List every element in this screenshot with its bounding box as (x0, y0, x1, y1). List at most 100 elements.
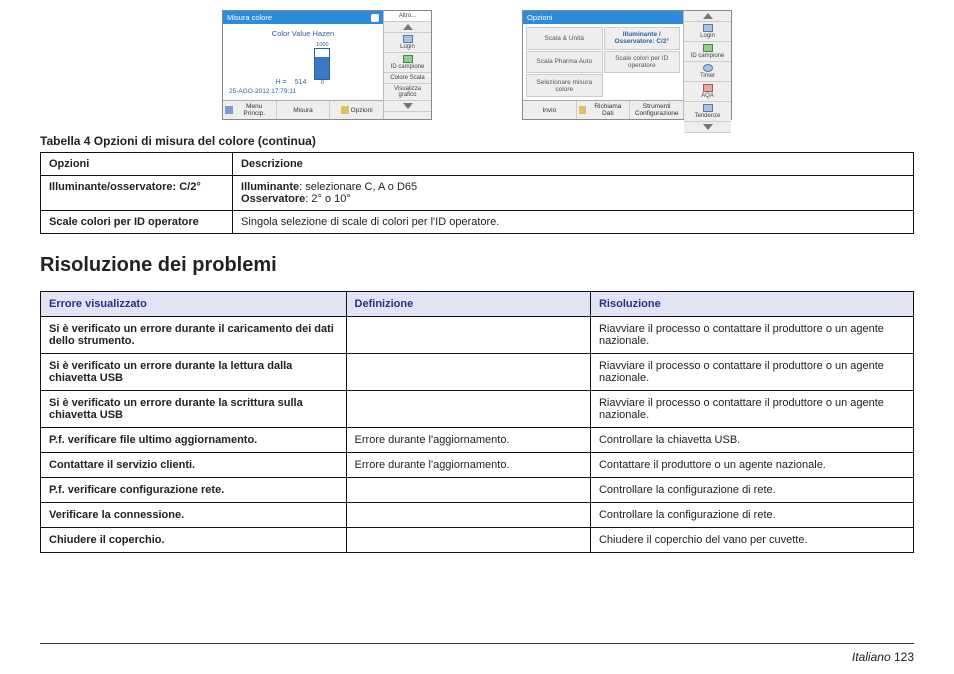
ts-header-definizione: Definizione (346, 292, 590, 317)
folder-icon (579, 106, 587, 114)
user-icon (703, 24, 713, 32)
troubleshoot-table: Errore visualizzato Definizione Risoluzi… (40, 291, 914, 553)
ts-resolution: Riavviare il processo o contattare il pr… (590, 354, 913, 391)
ts-definition (346, 478, 590, 503)
arrow-down-button[interactable] (684, 122, 731, 133)
ts-error: Chiudere il coperchio. (41, 528, 347, 553)
trend-icon (703, 104, 713, 112)
chart-area: Color Value Hazen H = 514 1000 0 (227, 28, 379, 87)
h-label: H = (276, 79, 287, 86)
help-icon (371, 14, 379, 22)
opt-label: Scale colori per ID operatore (49, 216, 199, 228)
desc-osservatore-bold: Osservatore (241, 193, 305, 205)
arrow-up-button[interactable] (384, 22, 431, 33)
gear-icon (341, 106, 349, 114)
side-panel: Altro... Login ID campione Colore Scala … (383, 11, 431, 119)
sample-icon (703, 44, 713, 52)
timer-icon (703, 64, 713, 72)
table-row: P.f. verificare configurazione rete. Cont… (41, 478, 914, 503)
ts-definition (346, 354, 590, 391)
ts-error: Si è verificato un errore durante la scr… (41, 391, 347, 428)
ts-definition (346, 528, 590, 553)
scale-bot: 0 (321, 80, 324, 86)
arrow-up-button[interactable] (684, 11, 731, 22)
ts-definition (346, 391, 590, 428)
id-campione-button[interactable]: ID campione (684, 42, 731, 62)
ts-resolution: Controllare la configurazione di rete. (590, 478, 913, 503)
screenshot-options: Opzioni Scala & Unità Illuminante / Osse… (522, 10, 732, 120)
opt-scale-colori-id[interactable]: Scale colori per ID operatore (604, 51, 681, 74)
login-button[interactable]: Login (384, 33, 431, 53)
ts-error: P.f. verificare file ultimo aggiornament… (41, 428, 347, 453)
desc-illuminante-bold: Illuminante (241, 181, 299, 193)
timer-button[interactable]: Timer (684, 62, 731, 82)
tendenze-button[interactable]: Tendenze (684, 102, 731, 122)
user-icon (403, 35, 413, 43)
chevron-down-icon (403, 103, 413, 109)
visualizza-grafico-button[interactable]: Visualizza grafico (384, 84, 431, 101)
ts-definition (346, 317, 590, 354)
screen-footer: Invio Richiama Dati Strumenti Configuraz… (523, 100, 683, 119)
ts-resolution: Riavviare il processo o contattare il pr… (590, 391, 913, 428)
colore-scala-button[interactable]: Colore Scala (384, 73, 431, 84)
ts-error: Contattare il servizio clienti. (41, 453, 347, 478)
h-value: 514 (295, 79, 307, 86)
chart-title: Color Value Hazen (272, 29, 334, 38)
opt-selezionare-misura[interactable]: Selezionare misura colore (526, 74, 603, 97)
opt-scala-unita[interactable]: Scala & Unità (526, 27, 603, 50)
home-icon (225, 106, 233, 114)
screen-title: Opzioni (527, 13, 552, 22)
footer-page-number: 123 (894, 650, 914, 664)
section-heading: Risoluzione dei problemi (40, 254, 914, 277)
ts-definition (346, 503, 590, 528)
timestamp: 25-AGO-2012 17:79:11 (227, 87, 379, 96)
chevron-up-icon (403, 24, 413, 30)
opt-empty (604, 74, 681, 97)
ts-error: Si è verificato un errore durante il car… (41, 317, 347, 354)
menu-button[interactable]: Menu Princip. (223, 101, 277, 119)
sample-icon (403, 55, 413, 63)
screenshot-measure: Misura colore Color Value Hazen H = 514 … (222, 10, 432, 120)
table-row: Si è verificato un errore durante il car… (41, 317, 914, 354)
ts-resolution: Riavviare il processo o contattare il pr… (590, 317, 913, 354)
table-row: Illuminante/osservatore: C/2° Illuminant… (41, 176, 914, 211)
login-button[interactable]: Login (684, 22, 731, 42)
desc-illuminante-text: : selezionare C, A o D65 (299, 181, 417, 193)
desc-osservatore-text: : 2° o 10° (305, 193, 351, 205)
screen-title: Misura colore (227, 13, 272, 22)
ts-definition: Errore durante l'aggiornamento. (346, 453, 590, 478)
opt-label: Illuminante/osservatore: C/2° (49, 181, 201, 193)
options-button[interactable]: Opzioni (330, 101, 383, 119)
page-footer: Italiano 123 (40, 643, 914, 664)
chevron-down-icon (703, 124, 713, 130)
opt-illuminante[interactable]: Illuminante / Osservatore: C/2° (604, 27, 681, 50)
aqa-button[interactable]: AQA (684, 82, 731, 102)
ts-resolution: Controllare la configurazione di rete. (590, 503, 913, 528)
measure-button[interactable]: Misura (277, 101, 331, 119)
screen-footer: Menu Princip. Misura Opzioni (223, 100, 383, 119)
table4: Opzioni Descrizione Illuminante/osservat… (40, 152, 914, 234)
opt-scala-pharma[interactable]: Scala Pharma Auto (526, 51, 603, 74)
table-row: P.f. verificare file ultimo aggiornament… (41, 428, 914, 453)
ts-definition: Errore durante l'aggiornamento. (346, 428, 590, 453)
bar-gauge (314, 48, 330, 80)
strumenti-button[interactable]: Strumenti Configurazione (630, 101, 683, 119)
invio-button[interactable]: Invio (523, 101, 577, 119)
ts-error: P.f. verificare configurazione rete. (41, 478, 347, 503)
screen-header: Opzioni (523, 11, 683, 24)
desc-text: Singola selezione di scale di colori per… (233, 211, 914, 234)
arrow-down-button[interactable] (384, 101, 431, 112)
table-row: Contattare il servizio clienti.Errore du… (41, 453, 914, 478)
richiama-dati-button[interactable]: Richiama Dati (577, 101, 631, 119)
ts-resolution: Contattare il produttore o un agente naz… (590, 453, 913, 478)
table-row: Si è verificato un errore durante la scr… (41, 391, 914, 428)
ts-error: Si è verificato un errore durante la let… (41, 354, 347, 391)
altro-button[interactable]: Altro... (384, 11, 431, 22)
footer-language: Italiano (852, 650, 891, 664)
options-grid: Scala & Unità Illuminante / Osservatore:… (523, 24, 683, 100)
ts-error: Verificare la connessione. (41, 503, 347, 528)
table4-caption: Tabella 4 Opzioni di misura del colore (… (40, 134, 914, 148)
screen-header: Misura colore (223, 11, 383, 24)
id-campione-button[interactable]: ID campione (384, 53, 431, 73)
aqa-icon (703, 84, 713, 92)
